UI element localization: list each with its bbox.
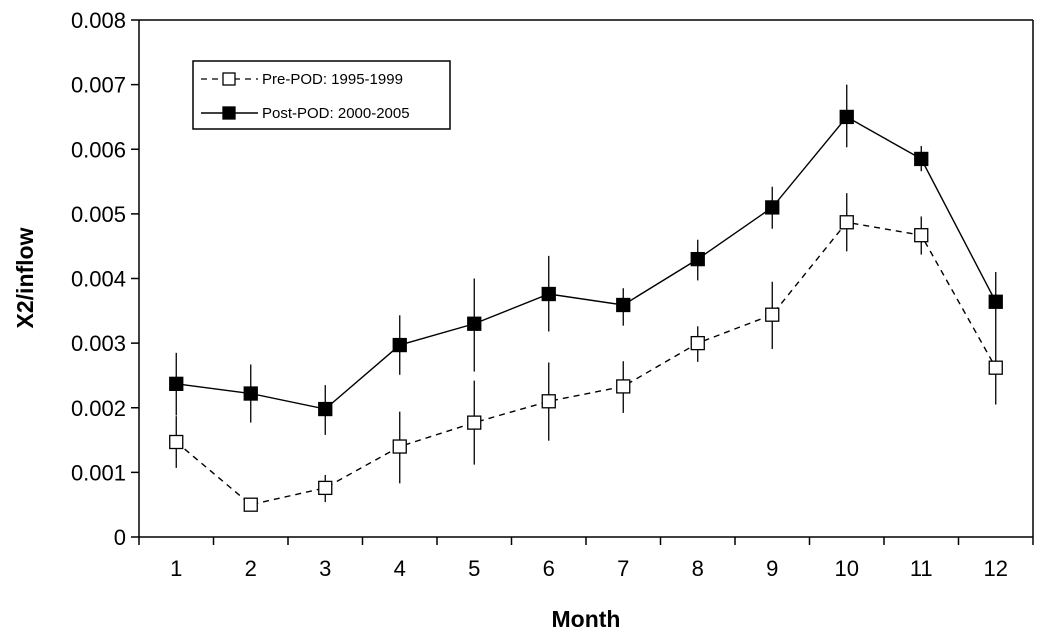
data-point [616,297,631,313]
data-point [318,401,333,417]
data-point [988,294,1003,309]
data-point [765,200,780,215]
data-point [616,379,631,394]
data-point [467,316,482,331]
y-tick-label: 0.001 [71,460,126,485]
series-line [176,116,997,410]
series-line [175,221,997,506]
x-tick-label: 2 [245,556,257,581]
legend-label-pre: Pre-POD: 1995-1999 [262,71,403,88]
legend-box [192,60,451,130]
data-point [914,151,929,167]
x-axis-title: Month [552,606,621,632]
data-point [318,480,333,496]
data-point [690,251,705,267]
data-point [839,215,854,230]
legend: Pre-POD: 1995-1999 Post-POD: 2000-2005 [192,60,451,130]
x-tick-label: 3 [319,556,331,581]
data-point [914,228,929,243]
y-axis-title: X2/inflow [12,227,38,328]
x-tick-label: 5 [468,556,480,581]
x-tick-label: 4 [394,556,406,581]
x-tick-label: 12 [984,556,1008,581]
x-tick-label: 8 [692,556,704,581]
y-tick-label: 0.007 [71,73,126,98]
data-point [541,394,556,409]
data-point [243,386,258,401]
y-tick-label: 0 [114,525,126,550]
data-point [169,434,184,450]
y-tick-label: 0.004 [71,267,126,292]
data-point [467,415,482,430]
data-point [690,335,705,351]
legend-marker-post [222,106,236,120]
data-point [243,497,258,512]
data-point [765,307,780,322]
y-tick-label: 0.008 [71,8,126,33]
series-layer [169,84,1003,512]
x-tick-label: 10 [835,556,859,581]
x-tick-label: 7 [617,556,629,581]
x-tick-label: 6 [543,556,555,581]
y-tick-label: 0.003 [71,331,126,356]
data-point [392,439,407,454]
y-tick-label: 0.006 [71,137,126,162]
series-pre-pod [169,193,1003,512]
y-tick-label: 0.005 [71,202,126,227]
data-point [392,337,407,353]
x-tick-label: 11 [910,556,933,581]
legend-marker-pre [222,72,236,86]
data-point [541,286,556,302]
data-point [988,360,1003,375]
x-tick-label: 9 [766,556,778,581]
legend-label-post: Post-POD: 2000-2005 [262,105,410,122]
x-tick-label: 1 [170,556,182,581]
data-point [169,376,184,391]
series-post-pod [169,84,1003,435]
data-point [839,109,854,125]
axes: 0 0.001 0.002 0.003 0.004 0.005 0.006 0.007 0.00… [71,8,1034,581]
y-tick-label: 0.002 [71,396,126,421]
